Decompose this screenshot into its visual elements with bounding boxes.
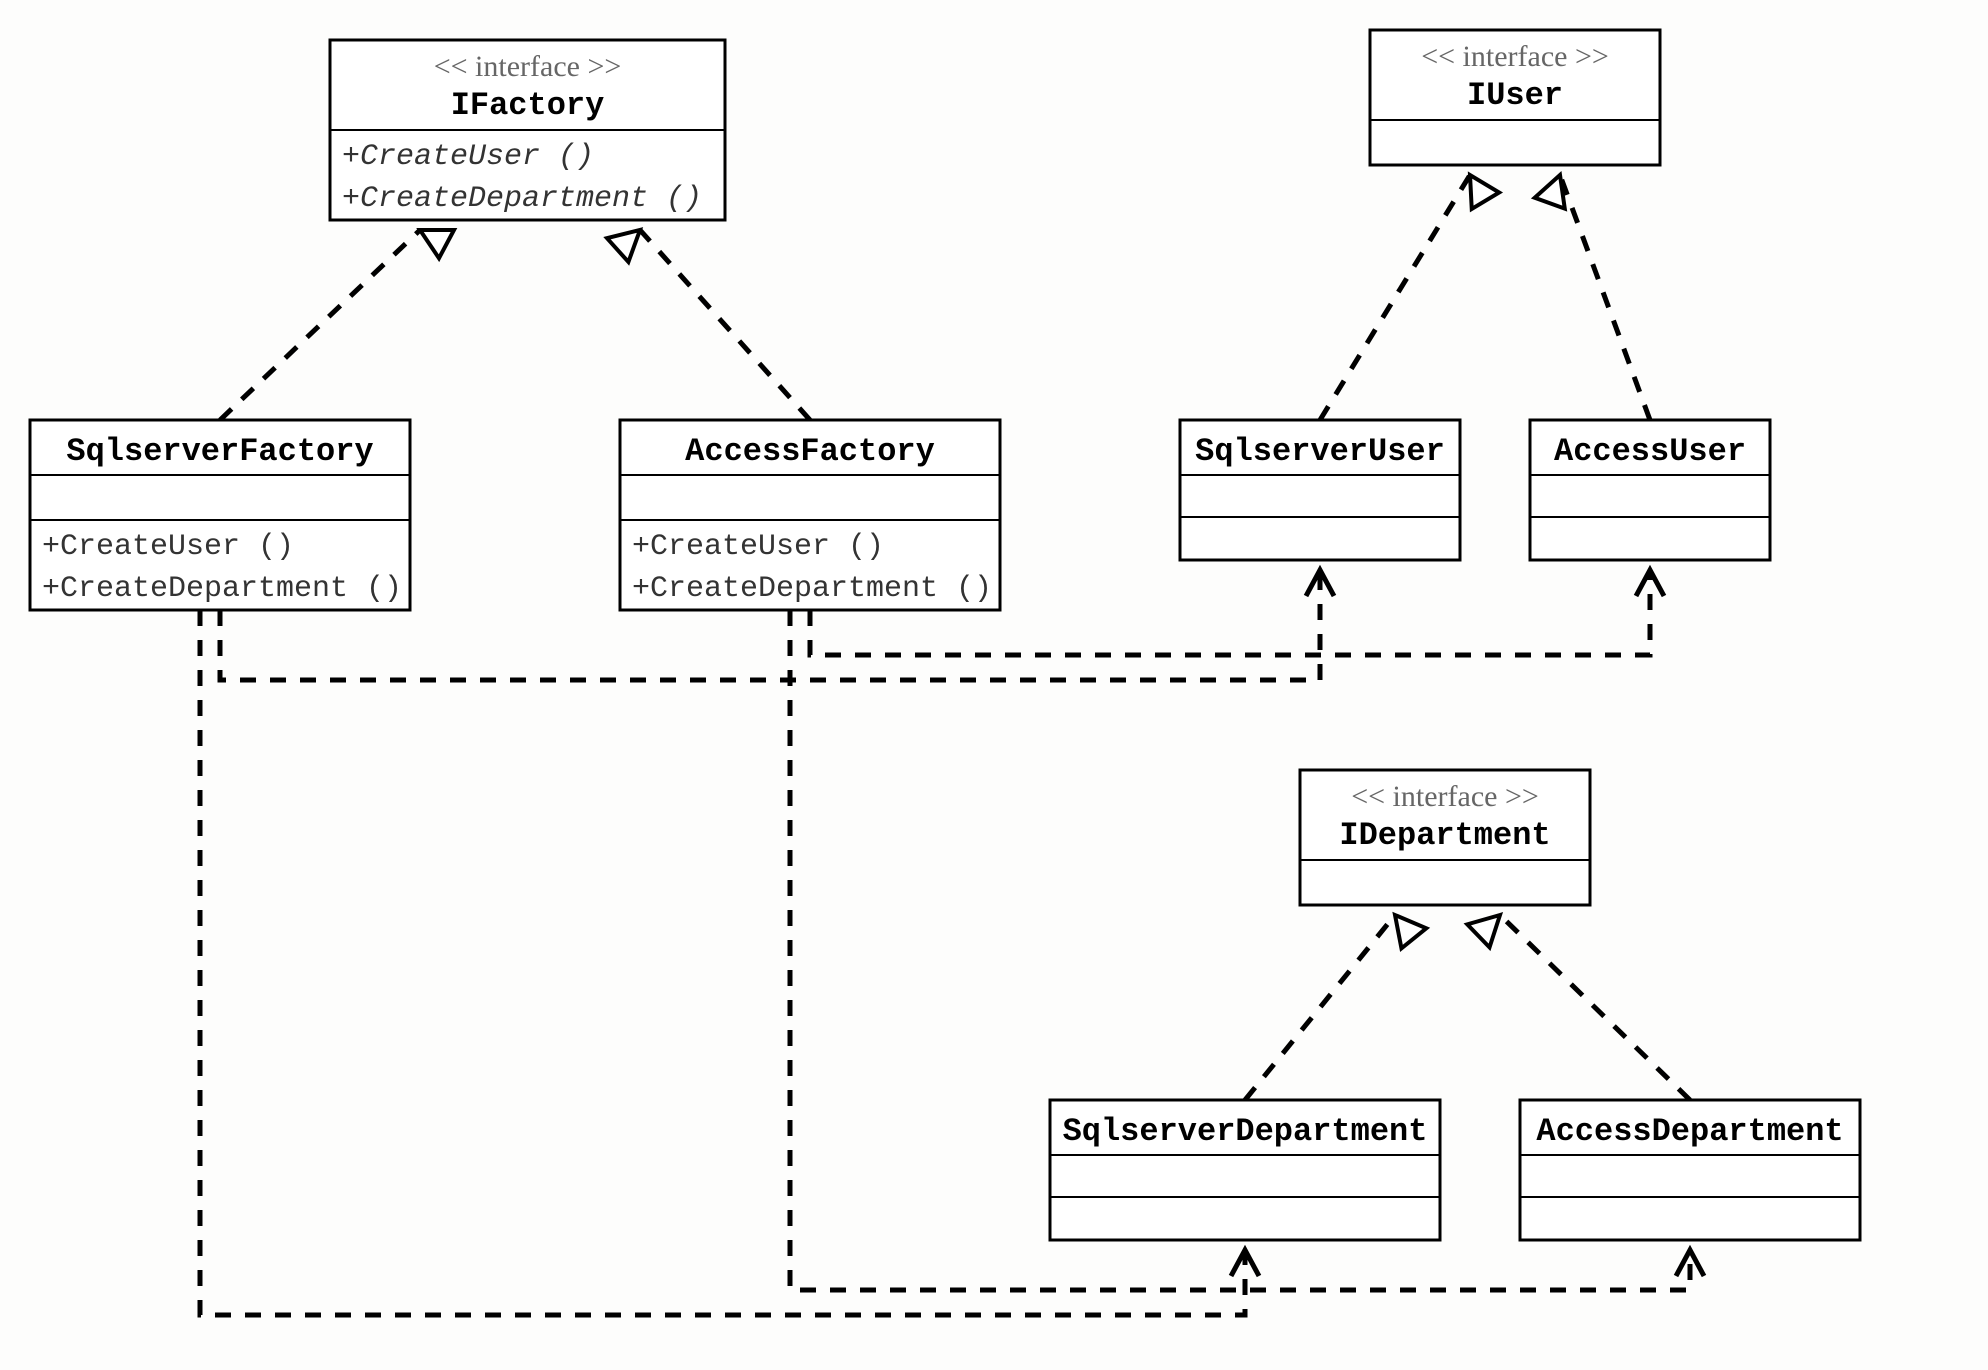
stereotype: << interface >> (1421, 40, 1609, 73)
class-accessfactory: AccessFactory +CreateUser () +CreateDepart… (620, 420, 1000, 610)
class-name: SqlserverUser (1195, 433, 1445, 470)
class-accessuser: AccessUser (1530, 420, 1770, 560)
class-ifactory: << interface >> IFactory +CreateUser () +Cr… (330, 40, 725, 220)
class-name: SqlserverFactory (66, 433, 373, 470)
class-idepartment: << interface >> IDepartment (1300, 770, 1590, 905)
class-name: SqlserverDepartment (1063, 1113, 1428, 1150)
class-name: AccessDepartment (1536, 1113, 1843, 1150)
edge-realization-5 (1467, 903, 1690, 1100)
class-name: AccessUser (1554, 433, 1746, 470)
edge-realization-0 (220, 216, 454, 420)
edge-realization-2 (1320, 167, 1499, 420)
method: +CreateDepartment () (342, 182, 702, 216)
class-sqlserveruser: SqlserverUser (1180, 420, 1460, 560)
method: +CreateUser () (342, 140, 594, 174)
method: +CreateUser () (42, 530, 294, 564)
method: +CreateDepartment () (42, 572, 402, 606)
edge-realization-1 (607, 218, 810, 420)
class-name: AccessFactory (685, 433, 935, 470)
class-name: IDepartment (1339, 817, 1550, 854)
class-iuser: << interface >> IUser (1370, 30, 1660, 165)
stereotype: << interface >> (1351, 780, 1539, 813)
edge-realization-4 (1245, 905, 1426, 1100)
uml-diagram: << interface >> IFactory +CreateUser () +Cr… (0, 0, 1988, 1370)
class-name: IUser (1467, 77, 1563, 114)
class-name: IFactory (451, 87, 605, 124)
class-sqlserverfactory: SqlserverFactory +CreateUser () +CreateDep… (30, 420, 410, 610)
class-accessdepartment: AccessDepartment (1520, 1100, 1860, 1240)
class-sqlserverdepartment: SqlserverDepartment (1050, 1100, 1440, 1240)
method: +CreateDepartment () (632, 572, 992, 606)
edge-realization-3 (1535, 170, 1650, 420)
method: +CreateUser () (632, 530, 884, 564)
stereotype: << interface >> (434, 50, 622, 83)
